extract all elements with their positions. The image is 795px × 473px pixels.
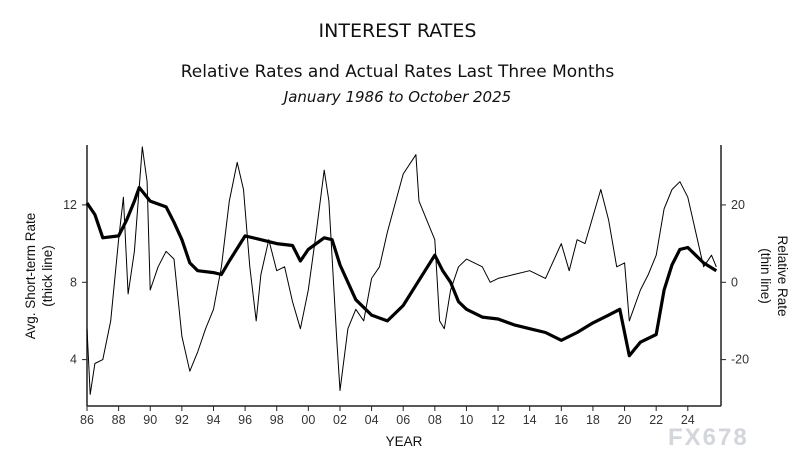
y-right-axis-note: (thin line) [758, 248, 773, 304]
x-tick-label: 24 [681, 413, 695, 427]
x-tick-label: 16 [554, 413, 568, 427]
x-tick-label: 22 [649, 413, 663, 427]
x-tick-label: 14 [523, 413, 537, 427]
x-tick-label: 10 [459, 413, 473, 427]
x-tick-label: 88 [112, 413, 126, 427]
x-tick-label: 12 [491, 413, 505, 427]
x-tick-label: 02 [333, 413, 347, 427]
x-tick-label: 96 [238, 413, 252, 427]
y-right-tick-label: 0 [731, 275, 738, 289]
y-right-axis-label: Relative Rate [775, 235, 790, 316]
x-tick-label: 08 [428, 413, 442, 427]
x-tick-label: 04 [365, 413, 379, 427]
chart-title: INTEREST RATES [318, 20, 477, 42]
x-tick-label: 20 [618, 413, 632, 427]
x-tick-label: 18 [586, 413, 600, 427]
y-left-tick-label: 8 [70, 275, 77, 289]
short-term-rate-line [85, 185, 718, 358]
x-tick-label: 00 [301, 413, 315, 427]
x-tick-label: 92 [175, 413, 189, 427]
watermark-logo: FX678 [668, 424, 749, 451]
x-tick-label: 06 [396, 413, 410, 427]
x-tick-label: 98 [270, 413, 284, 427]
y-right-tick-label: 20 [731, 198, 745, 212]
x-tick-label: 90 [143, 413, 157, 427]
chart-date-range: January 1986 to October 2025 [283, 88, 512, 106]
y-left-axis-label: Avg. Short-term Rate [23, 213, 38, 340]
y-left-axis-note: (thick line) [40, 245, 55, 307]
y-right-tick-label: -20 [731, 353, 749, 367]
x-tick-label: 94 [207, 413, 221, 427]
x-tick-label: 86 [80, 413, 94, 427]
relative-rate-line [86, 146, 717, 395]
y-left-tick-label: 12 [63, 198, 77, 212]
x-axis-label: YEAR [386, 434, 423, 449]
y-left-tick-label: 4 [70, 353, 77, 367]
chart-subtitle: Relative Rates and Actual Rates Last Thr… [180, 62, 615, 82]
